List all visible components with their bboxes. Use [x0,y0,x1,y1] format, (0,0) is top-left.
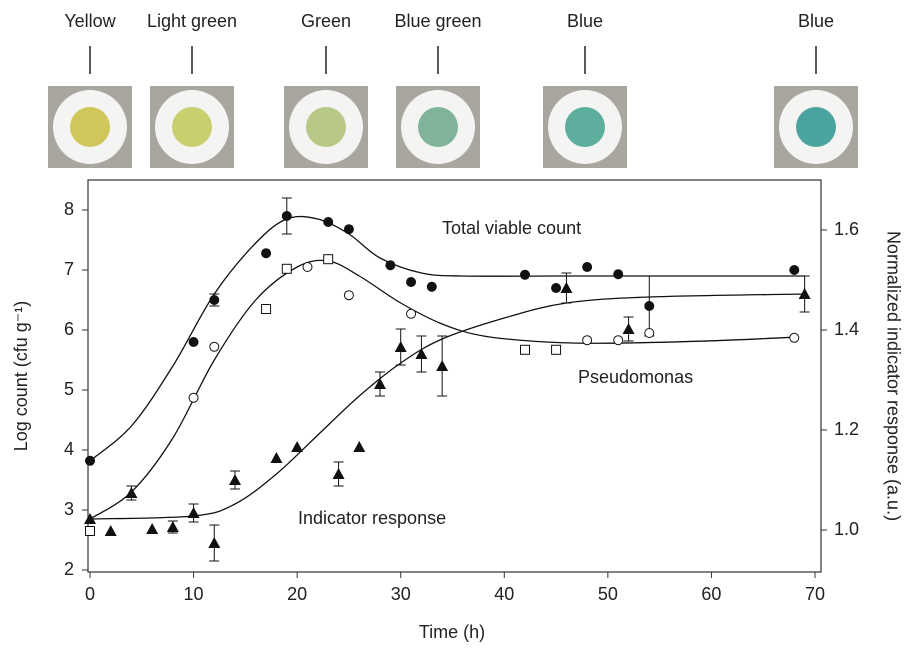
y-tick-label: 4 [64,439,74,459]
swatch-label: Blue [567,11,603,31]
point [644,301,655,311]
point [270,452,283,463]
annotation: Total viable count [442,218,581,238]
x-tick-label: 70 [805,584,825,604]
x-tick-label: 20 [287,584,307,604]
point [323,217,334,227]
y-tick-label: 8 [64,199,74,219]
point [613,335,624,346]
x-tick-label: 30 [391,584,411,604]
point [261,304,272,314]
plot-frame [87,179,822,573]
point [209,341,220,352]
point [166,521,179,532]
point [789,332,800,343]
point [146,523,159,534]
swatch-spot [418,107,458,147]
point [125,487,138,498]
x-tick-label: 40 [494,584,514,604]
point [281,211,292,221]
annotation: Pseudomonas [578,367,693,387]
x-tick-label: 10 [184,584,204,604]
point [415,348,428,359]
point [551,344,562,355]
y-tick-label: 7 [64,259,74,279]
point [520,344,530,355]
point [85,455,95,466]
point [281,263,292,274]
x-axis-label: Time (h) [419,622,485,642]
x-tick-label: 60 [701,584,721,604]
point [426,281,437,292]
x-tick-label: 50 [598,584,618,604]
point [323,254,334,265]
y2-tick-label: 1.6 [834,219,859,239]
y-tick-label: 5 [64,379,74,399]
point [302,262,313,272]
point [406,277,417,287]
swatch-spot [796,107,836,147]
point [374,378,386,389]
point [188,392,199,403]
point [394,341,407,352]
point [560,282,573,293]
swatch-label: Blue green [394,11,481,31]
point [343,290,354,301]
y-tick-label: 6 [64,319,74,339]
fit-curve [89,259,795,520]
point [520,269,530,280]
point [613,269,624,280]
point [85,526,95,536]
point [622,323,635,334]
swatch-label: Light green [147,11,237,31]
y2-tick-label: 1.2 [834,419,859,439]
point [644,328,655,338]
swatch-label: Blue [798,11,834,31]
swatch-label: Yellow [64,11,116,31]
swatch-label: Green [301,11,351,31]
y2-axis-label: Normalized indicator response (a.u.) [883,231,903,521]
point [208,537,221,548]
point [209,295,220,305]
point [84,513,96,524]
point [261,248,272,259]
swatch-spot [70,107,110,147]
annotation: Indicator response [298,508,446,528]
y-tick-label: 3 [64,499,74,519]
point [789,265,800,275]
point [229,474,241,485]
point [406,308,417,319]
point [343,224,354,235]
y-tick-label: 2 [64,559,74,579]
swatch-spot [565,107,605,147]
swatch-spot [172,107,212,147]
point [385,260,396,271]
y2-tick-label: 1.4 [834,319,859,339]
x-tick-label: 0 [85,584,95,604]
y-axis-label: Log count (cfu g⁻¹) [11,301,31,452]
point [291,441,304,452]
point [582,262,593,272]
fit-curve [89,293,805,520]
point [332,468,345,479]
y2-tick-label: 1.0 [834,519,859,539]
swatch-spot [306,107,346,147]
point [798,288,811,299]
point [188,337,199,347]
point [353,441,366,452]
point [436,360,449,371]
point [582,335,593,346]
point [104,525,117,536]
point [187,507,200,518]
point [551,283,562,293]
